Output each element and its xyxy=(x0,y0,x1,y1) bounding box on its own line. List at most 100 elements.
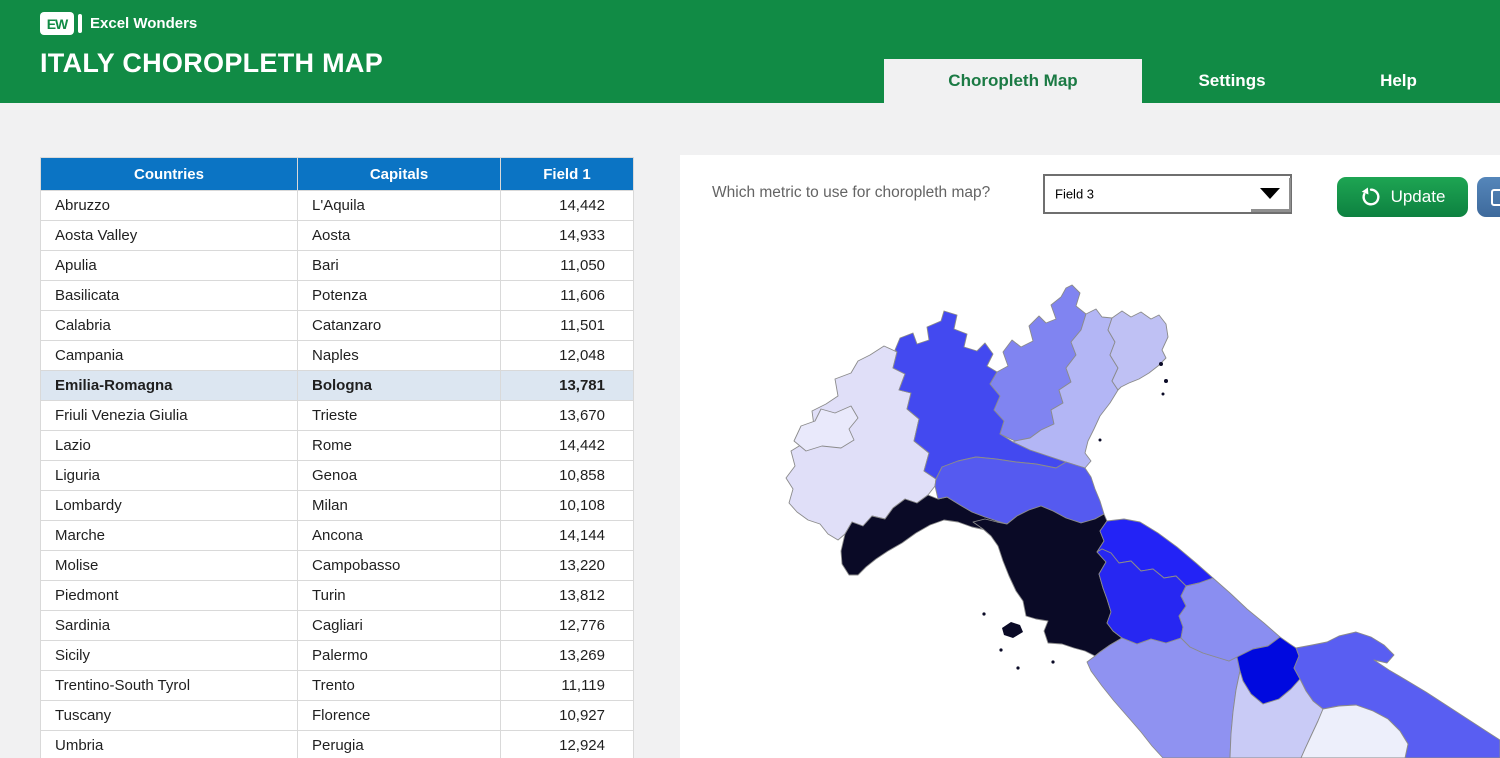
cell-value: 13,670 xyxy=(500,400,634,431)
cell-value: 13,812 xyxy=(500,580,634,611)
cell-country: Apulia xyxy=(40,250,298,281)
cell-capital: Rome xyxy=(297,430,501,461)
cell-capital: Ancona xyxy=(297,520,501,551)
cell-value: 13,220 xyxy=(500,550,634,581)
table-row[interactable]: Basilicata Potenza 11,606 xyxy=(40,280,634,311)
island-speck xyxy=(1098,438,1102,442)
metric-question-label: Which metric to use for choropleth map? xyxy=(712,184,991,201)
update-button[interactable]: Update xyxy=(1337,177,1468,217)
brand-logo-icon: EW xyxy=(40,12,74,35)
cell-capital: Bologna xyxy=(297,370,501,401)
cell-capital: L'Aquila xyxy=(297,190,501,221)
region-aosta-valley xyxy=(793,405,859,452)
cell-country: Sicily xyxy=(40,640,298,671)
cell-capital: Genoa xyxy=(297,460,501,491)
cell-country: Basilicata xyxy=(40,280,298,311)
update-button-label: Update xyxy=(1390,187,1446,206)
region-tuscany xyxy=(972,505,1123,657)
metric-dropdown[interactable]: Field 3 xyxy=(1043,174,1292,214)
island-speck xyxy=(1016,666,1020,670)
table-row[interactable]: Piedmont Turin 13,812 xyxy=(40,580,634,611)
cell-country: Aosta Valley xyxy=(40,220,298,251)
table-row[interactable]: Marche Ancona 14,144 xyxy=(40,520,634,551)
table-row[interactable]: Campania Naples 12,048 xyxy=(40,340,634,371)
region-friuli-venezia-giulia xyxy=(1107,310,1169,391)
cell-value: 13,781 xyxy=(500,370,634,401)
app-header: EW Excel Wonders ITALY CHOROPLETH MAP Ch… xyxy=(0,0,1500,103)
brand-name: Excel Wonders xyxy=(90,15,198,32)
metric-dropdown-arrow-button[interactable] xyxy=(1251,177,1289,209)
tab-help[interactable]: Help xyxy=(1322,59,1475,103)
island-speck xyxy=(1161,392,1165,396)
table-row[interactable]: Umbria Perugia 12,924 xyxy=(40,730,634,758)
cell-capital: Cagliari xyxy=(297,610,501,641)
tab-choropleth-map[interactable]: Choropleth Map xyxy=(884,59,1142,103)
table-row[interactable]: Aosta Valley Aosta 14,933 xyxy=(40,220,634,251)
tab-settings[interactable]: Settings xyxy=(1142,59,1322,103)
table-row[interactable]: Calabria Catanzaro 11,501 xyxy=(40,310,634,341)
map-panel: Which metric to use for choropleth map? … xyxy=(680,155,1500,758)
cell-capital: Aosta xyxy=(297,220,501,251)
cell-value: 10,858 xyxy=(500,460,634,491)
table-row[interactable]: Friuli Venezia Giulia Trieste 13,670 xyxy=(40,400,634,431)
cell-capital: Milan xyxy=(297,490,501,521)
table-row[interactable]: Apulia Bari 11,050 xyxy=(40,250,634,281)
table-row[interactable]: Sardinia Cagliari 12,776 xyxy=(40,610,634,641)
export-icon xyxy=(1491,189,1500,206)
table-row[interactable]: Lombardy Milan 10,108 xyxy=(40,490,634,521)
cell-capital: Trieste xyxy=(297,400,501,431)
chevron-down-icon xyxy=(1260,187,1280,199)
cell-country: Abruzzo xyxy=(40,190,298,221)
cell-capital: Florence xyxy=(297,700,501,731)
table-header-row: Countries Capitals Field 1 xyxy=(40,157,634,191)
page-title: ITALY CHOROPLETH MAP xyxy=(40,48,384,78)
column-header-countries: Countries xyxy=(40,157,298,191)
island-elba xyxy=(1002,622,1023,638)
cell-capital: Potenza xyxy=(297,280,501,311)
cell-country: Trentino-South Tyrol xyxy=(40,670,298,701)
cell-value: 14,144 xyxy=(500,520,634,551)
island-speck xyxy=(982,612,986,616)
table-row[interactable]: Sicily Palermo 13,269 xyxy=(40,640,634,671)
cell-value: 12,924 xyxy=(500,730,634,758)
cell-value: 11,606 xyxy=(500,280,634,311)
cell-value: 11,119 xyxy=(500,670,634,701)
cell-country: Molise xyxy=(40,550,298,581)
cell-country: Lazio xyxy=(40,430,298,461)
cell-country: Sardinia xyxy=(40,610,298,641)
island-speck xyxy=(1164,379,1168,383)
cell-country: Lombardy xyxy=(40,490,298,521)
column-header-field1: Field 1 xyxy=(500,157,634,191)
table-row[interactable]: Molise Campobasso 13,220 xyxy=(40,550,634,581)
refresh-icon xyxy=(1361,187,1380,206)
table-row[interactable]: Lazio Rome 14,442 xyxy=(40,430,634,461)
cell-value: 14,442 xyxy=(500,190,634,221)
cell-capital: Catanzaro xyxy=(297,310,501,341)
tab-choropleth-map-label: Choropleth Map xyxy=(948,71,1078,90)
export-button[interactable] xyxy=(1477,177,1500,217)
italy-choropleth-map xyxy=(780,250,1500,758)
cell-country: Calabria xyxy=(40,310,298,341)
cell-country: Emilia-Romagna xyxy=(40,370,298,401)
cell-value: 11,050 xyxy=(500,250,634,281)
island-speck xyxy=(1159,362,1163,366)
table-row[interactable]: Trentino-South Tyrol Trento 11,119 xyxy=(40,670,634,701)
cell-country: Marche xyxy=(40,520,298,551)
cell-capital: Bari xyxy=(297,250,501,281)
cell-country: Liguria xyxy=(40,460,298,491)
island-speck xyxy=(999,648,1003,652)
island-speck xyxy=(1051,660,1055,664)
cell-value: 12,048 xyxy=(500,340,634,371)
cell-capital: Palermo xyxy=(297,640,501,671)
cell-capital: Campobasso xyxy=(297,550,501,581)
cell-value: 10,108 xyxy=(500,490,634,521)
table-row[interactable]: Emilia-Romagna Bologna 13,781 xyxy=(40,370,634,401)
table-row[interactable]: Tuscany Florence 10,927 xyxy=(40,700,634,731)
cell-country: Campania xyxy=(40,340,298,371)
region-abruzzo xyxy=(1178,577,1281,662)
table-row[interactable]: Liguria Genoa 10,858 xyxy=(40,460,634,491)
cell-value: 14,442 xyxy=(500,430,634,461)
table-row[interactable]: Abruzzo L'Aquila 14,442 xyxy=(40,190,634,221)
cell-country: Tuscany xyxy=(40,700,298,731)
